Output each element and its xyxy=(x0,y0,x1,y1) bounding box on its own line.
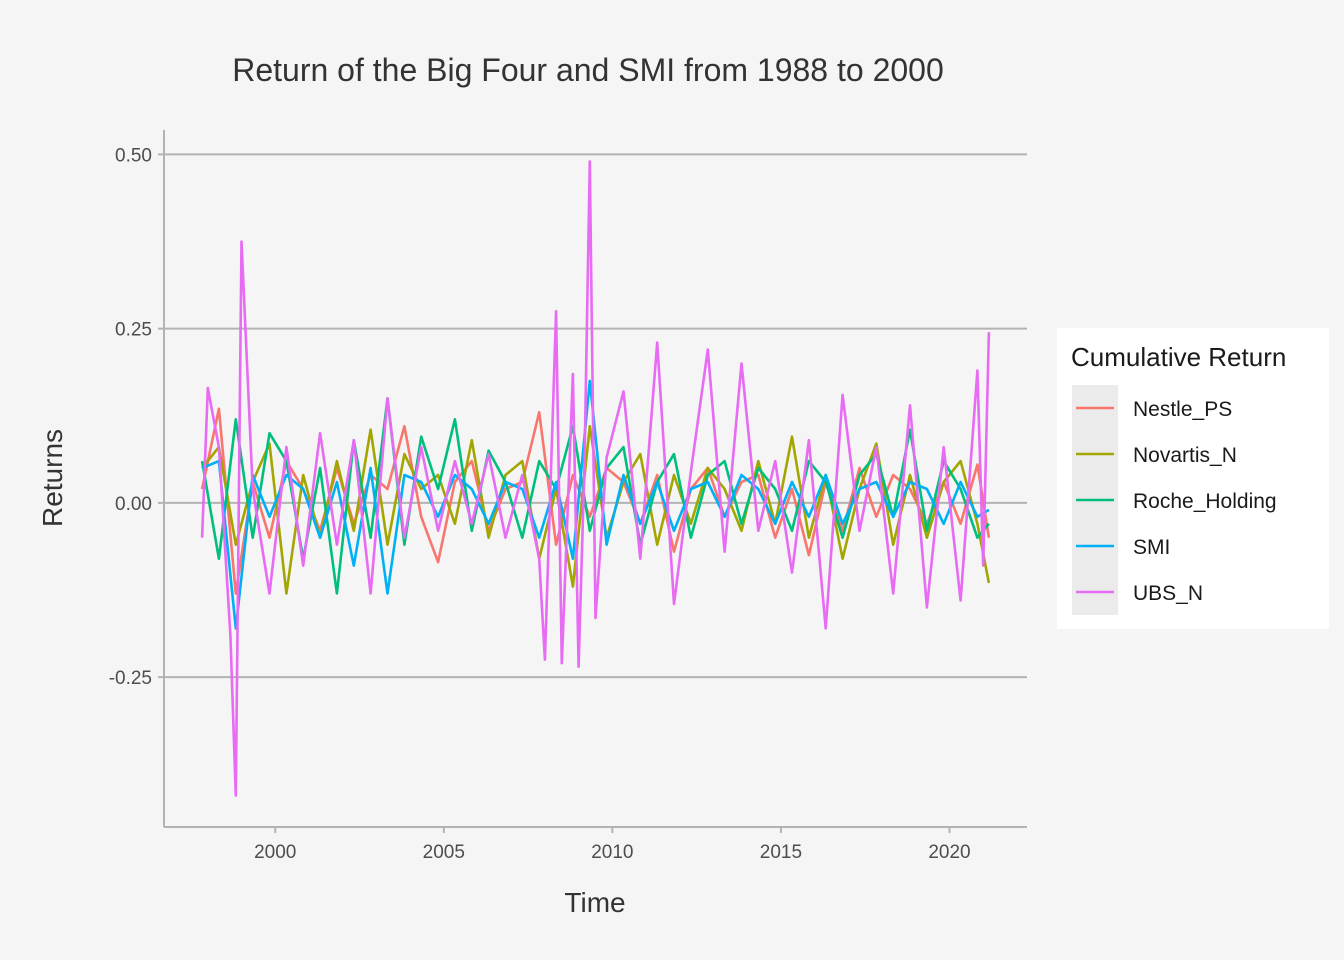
legend-label: SMI xyxy=(1133,536,1170,559)
x-axis-title: Time xyxy=(564,887,625,918)
x-tick-label: 2010 xyxy=(591,842,633,863)
x-tick-label: 2005 xyxy=(423,842,465,863)
legend-title: Cumulative Return xyxy=(1071,342,1286,372)
x-tick-label: 2015 xyxy=(760,842,802,863)
y-tick-label: 0.00 xyxy=(115,494,152,515)
legend-label: Nestle_PS xyxy=(1133,398,1232,421)
legend: Cumulative Return Nestle_PS Novartis_N Roc… xyxy=(1057,328,1329,629)
y-tick-label: 0.25 xyxy=(115,320,152,341)
legend-label: Novartis_N xyxy=(1133,444,1237,467)
series-lines xyxy=(200,160,991,797)
legend-label: Roche_Holding xyxy=(1133,490,1277,513)
series-line-roche-holding xyxy=(200,396,990,595)
x-tick-label: 2000 xyxy=(254,842,296,863)
x-tick-label: 2020 xyxy=(928,842,970,863)
chart-title: Return of the Big Four and SMI from 1988… xyxy=(232,52,944,88)
x-axis-ticks: 2000 2005 2010 2015 2020 xyxy=(254,827,971,863)
y-tick-label: -0.25 xyxy=(109,668,152,689)
y-axis-ticks: -0.25 0.00 0.25 0.50 xyxy=(109,145,164,689)
series-line-novartis-n xyxy=(201,424,991,595)
legend-items: Nestle_PS Novartis_N Roche_Holding SMI UBS_N xyxy=(1072,385,1277,615)
series-line-smi xyxy=(201,379,990,630)
y-tick-label: 0.50 xyxy=(115,145,152,166)
axes xyxy=(163,130,1027,828)
y-axis-title: Returns xyxy=(37,429,68,527)
series-line-ubs-n xyxy=(200,160,991,797)
legend-label: UBS_N xyxy=(1133,582,1203,605)
